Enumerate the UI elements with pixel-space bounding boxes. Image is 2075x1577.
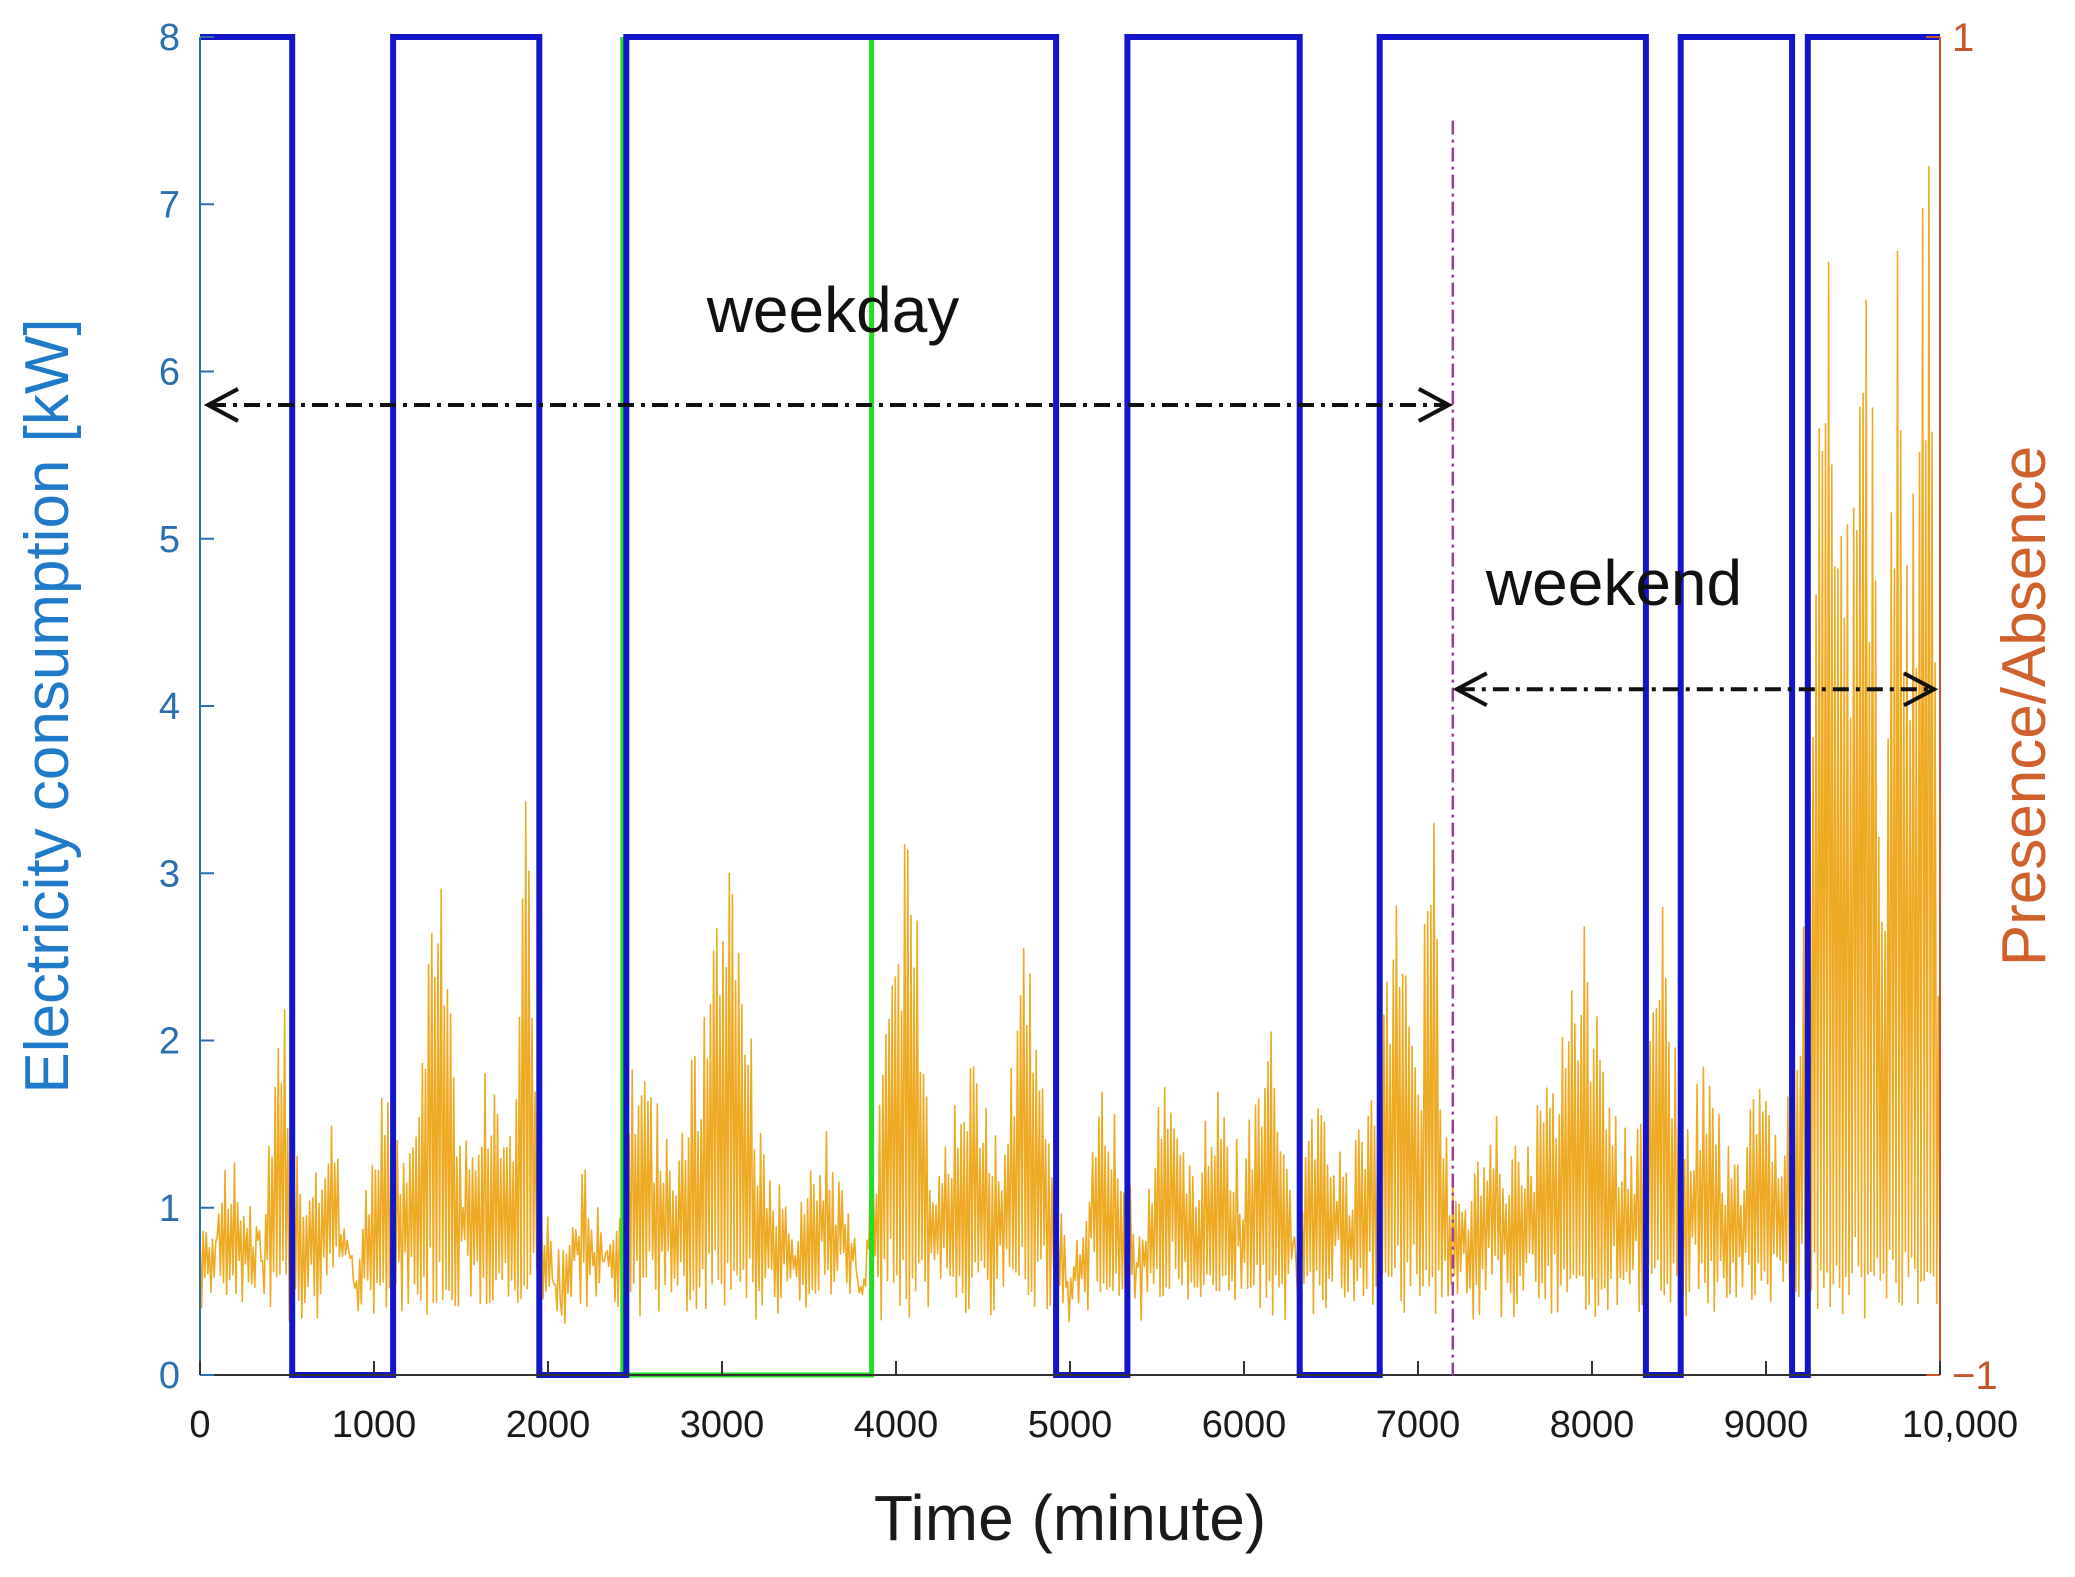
weekend-arrow-right-head [1903, 671, 1939, 708]
x-tick-label: 10,000 [1902, 1404, 2018, 1446]
weekend-arrow-left-head [1452, 671, 1488, 708]
left-y-tick-label: 1 [159, 1188, 180, 1230]
x-tick-label: 8000 [1550, 1404, 1635, 1446]
x-tick-label: 9000 [1724, 1404, 1809, 1446]
x-tick-label: 7000 [1376, 1404, 1461, 1446]
right-y-axis-label: Presence/Absence [1990, 446, 2059, 966]
axis-labels: Time (minute) Electricity consumption [k… [13, 318, 2059, 1554]
weekend-arrow [1452, 671, 1939, 708]
left-y-tick-label: 8 [159, 17, 180, 59]
weekday-arrow [203, 387, 1454, 423]
weekday-label: weekday [706, 274, 960, 346]
x-tick-label: 4000 [854, 1404, 939, 1446]
x-tick-label: 5000 [1028, 1404, 1113, 1446]
right-y-tick-label: 1 [1952, 16, 1974, 60]
presence-absence-line [200, 34, 1940, 1378]
left-y-tick-label: 7 [159, 184, 180, 226]
annotations: weekday weekend [203, 120, 1939, 1375]
weekday-arrow-left-head [203, 387, 239, 423]
weekend-label: weekend [1485, 547, 1742, 619]
left-y-tick-label: 6 [159, 352, 180, 394]
x-tick-label: 6000 [1202, 1404, 1287, 1446]
left-y-tick-label: 3 [159, 853, 180, 895]
left-y-axis-label: Electricity consumption [kW] [13, 318, 82, 1093]
left-y-tick-label: 4 [159, 686, 180, 728]
left-y-tick-label: 5 [159, 519, 180, 561]
left-y-tick-label: 0 [159, 1355, 180, 1397]
x-tick-label: 1000 [332, 1404, 417, 1446]
consumption-line [199, 165, 1941, 1324]
weekday-arrow-right-head [1417, 387, 1454, 423]
plot-marks [199, 34, 1941, 1378]
x-tick-label: 3000 [680, 1404, 765, 1446]
x-axis-label: Time (minute) [874, 1482, 1266, 1554]
x-tick-label: 2000 [506, 1404, 591, 1446]
left-y-tick-label: 2 [159, 1021, 180, 1063]
axes: 0 1 2 3 4 5 6 7 8 −1 1 0 1000 2000 3000 4000 5000 6000 700… [159, 16, 2018, 1446]
right-y-tick-label: −1 [1952, 1354, 1998, 1398]
x-tick-label: 0 [189, 1404, 210, 1446]
